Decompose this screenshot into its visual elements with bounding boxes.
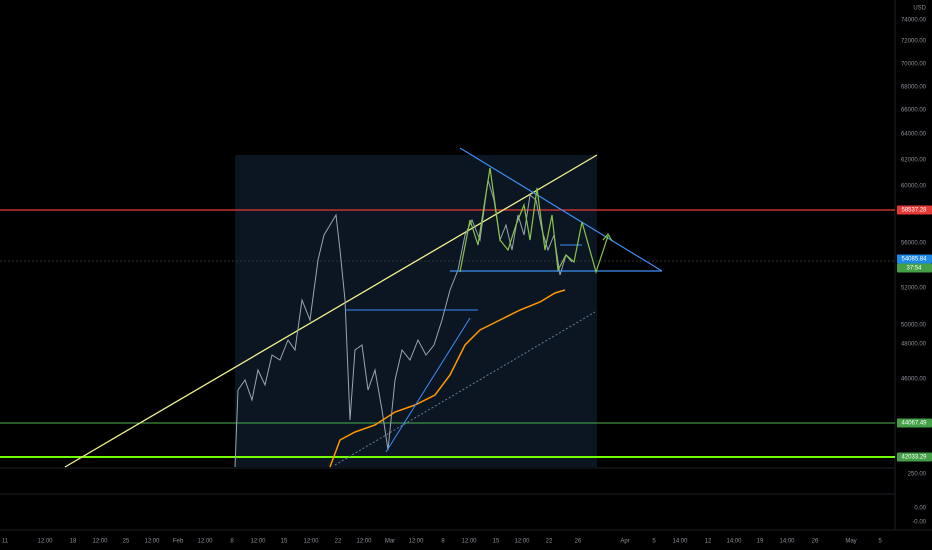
- time-label: 12:00: [197, 539, 213, 545]
- price-label: 72000.00: [901, 39, 927, 45]
- price-tag-label: 37:54: [906, 266, 922, 272]
- time-label: 12:00: [514, 539, 530, 545]
- time-label: 12:00: [144, 539, 160, 545]
- time-label: 14:00: [779, 539, 795, 545]
- time-label: 8: [441, 539, 445, 545]
- price-tag: [897, 205, 932, 215]
- time-label: 12:00: [37, 539, 53, 545]
- price-label: 48000.00: [901, 342, 927, 348]
- price-label: 66000.00: [901, 108, 927, 114]
- time-label: 15: [493, 539, 500, 545]
- time-label: 22: [546, 539, 553, 545]
- pane-label: 0.00: [914, 506, 926, 512]
- time-label: 12:00: [92, 539, 108, 545]
- time-label: 19: [757, 539, 764, 545]
- time-label: 26: [575, 539, 582, 545]
- price-label: 74000.00: [901, 18, 927, 24]
- time-label: 8: [230, 539, 234, 545]
- time-label: 14:00: [672, 539, 688, 545]
- time-label: 11: [2, 539, 9, 545]
- time-label: Mar: [385, 539, 395, 545]
- time-label: Apr: [620, 539, 629, 545]
- price-label: 50000.00: [901, 323, 927, 329]
- time-label: 12:00: [408, 539, 424, 545]
- price-tag: [897, 263, 932, 273]
- price-label: 250.00: [908, 472, 927, 478]
- trendline: [64, 154, 598, 468]
- price-label: 64000.00: [901, 132, 927, 138]
- triangle-top: [459, 147, 663, 272]
- price-label: 70000.00: [901, 62, 927, 68]
- price-label: 56000.00: [901, 241, 927, 247]
- price-path: [234, 179, 573, 468]
- time-label: 5: [878, 539, 882, 545]
- price-tag-label: 54085.84: [901, 257, 927, 263]
- time-label: May: [845, 539, 856, 545]
- time-label: 22: [335, 539, 342, 545]
- rising-line: [385, 317, 471, 453]
- price-label: 46000.00: [901, 377, 927, 383]
- time-label: 15: [281, 539, 288, 545]
- pane-label: -0.00: [912, 520, 926, 526]
- price-tag: [897, 254, 932, 264]
- time-label: 12:00: [356, 539, 372, 545]
- price-tag: [897, 452, 932, 462]
- moving-average: [329, 289, 566, 468]
- time-label: 12: [705, 539, 712, 545]
- currency-label: USD: [913, 6, 926, 12]
- pattern-zigzag: [459, 167, 609, 275]
- price-tag-label: 58537.28: [901, 208, 927, 214]
- time-label: 26: [812, 539, 819, 545]
- time-label: 12:00: [461, 539, 477, 545]
- shaded-range: [235, 155, 597, 467]
- time-label: Feb: [173, 539, 184, 545]
- time-label: 18: [70, 539, 77, 545]
- price-label: 52000.00: [901, 286, 927, 292]
- time-label: 25: [123, 539, 130, 545]
- time-label: 12:00: [250, 539, 266, 545]
- price-tag-label: 42033.29: [901, 455, 927, 461]
- time-label: 12:00: [303, 539, 319, 545]
- price-label: 68000.00: [901, 85, 927, 91]
- time-label: 14:00: [726, 539, 742, 545]
- price-label: 60000.00: [901, 184, 927, 190]
- price-tag: [897, 418, 932, 428]
- price-tag-label: 44067.49: [901, 421, 927, 427]
- time-label: 5: [652, 539, 656, 545]
- price-label: 62000.00: [901, 158, 927, 164]
- arrow-head: [602, 232, 613, 242]
